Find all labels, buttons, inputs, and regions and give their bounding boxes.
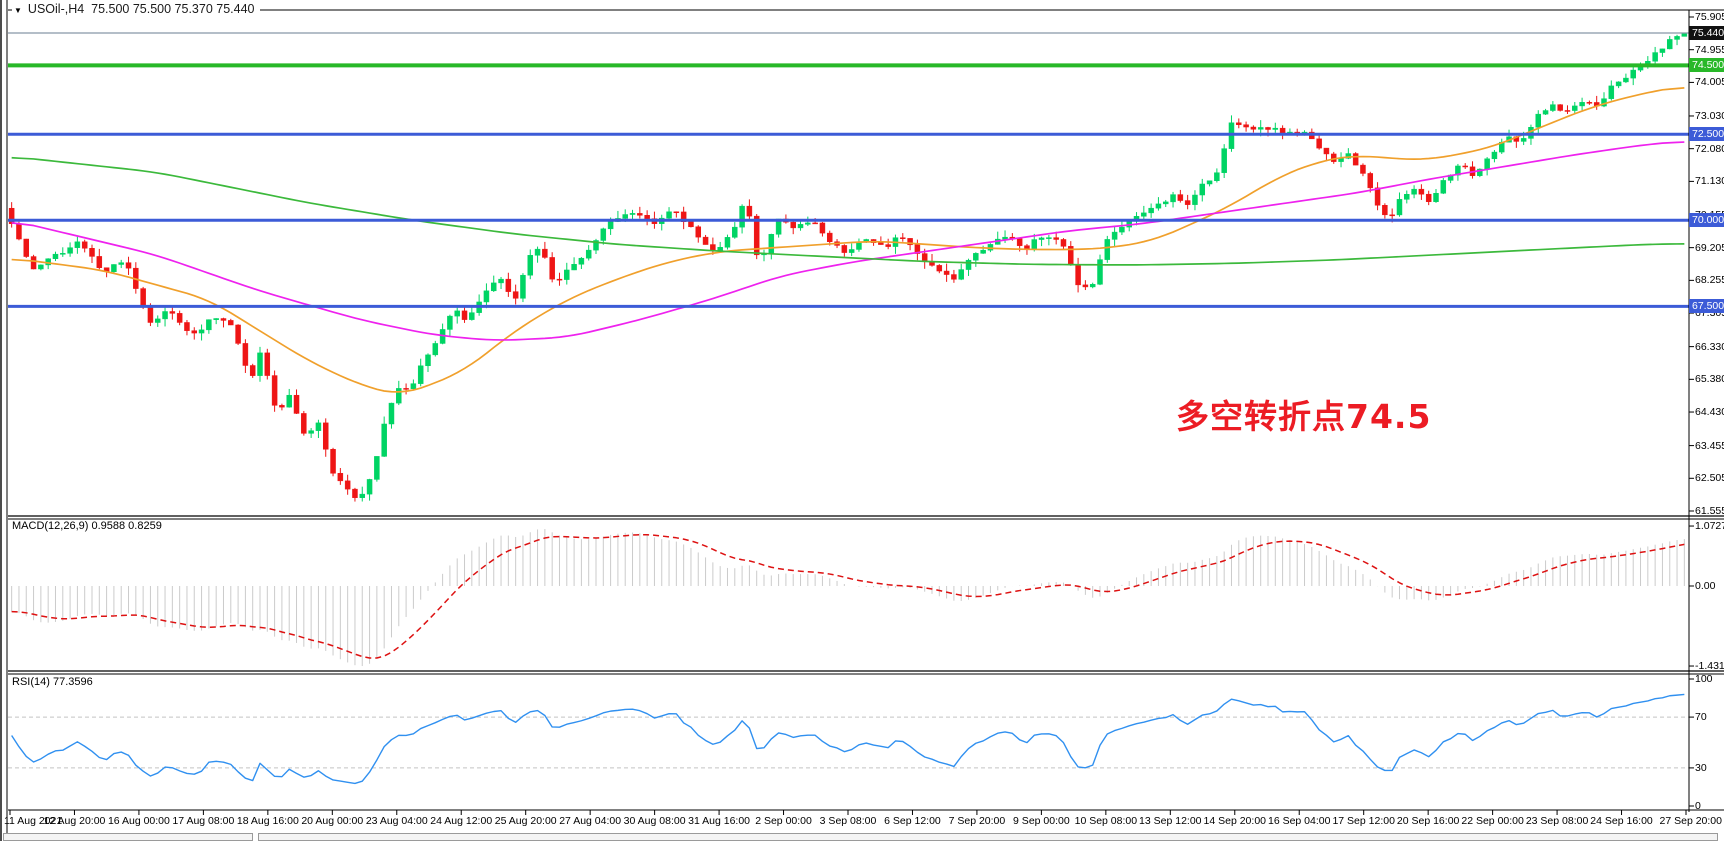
price-axis-label: 64.430 xyxy=(1695,406,1724,419)
time-axis-label: 12 Aug 20:00 xyxy=(43,815,106,827)
time-axis[interactable]: 11 Aug 2021 12 Aug 20:00 16 Aug 00:00 17 Au… xyxy=(0,813,1724,833)
time-axis-label: 22 Sep 00:00 xyxy=(1461,815,1524,827)
time-axis-label: 13 Sep 12:00 xyxy=(1139,815,1202,827)
chart-tab-stub[interactable] xyxy=(258,833,1718,841)
price-axis-label: 63.455 xyxy=(1695,439,1724,452)
macd-axis-label: 0.00 xyxy=(1695,580,1716,592)
price-axis-badge: 75.440 xyxy=(1689,26,1724,40)
time-axis-label: 24 Aug 12:00 xyxy=(430,815,493,827)
price-axis-label: 75.905 xyxy=(1695,11,1724,23)
time-axis-label: 2 Sep 00:00 xyxy=(755,815,812,827)
price-axis-label: 74.005 xyxy=(1695,76,1724,89)
time-axis-label: 20 Sep 16:00 xyxy=(1396,815,1460,827)
symbol-dropdown-icon[interactable]: ▼ xyxy=(14,5,22,15)
chart-title: USOil-,H4 75.500 75.500 75.370 75.440 xyxy=(27,2,255,16)
price-axis-label: 73.030 xyxy=(1695,109,1724,122)
chart-tabs-bar xyxy=(0,833,1724,841)
time-axis-label: 3 Sep 08:00 xyxy=(819,815,877,827)
rsi-axis-label: 100 xyxy=(1695,673,1713,685)
time-axis-label: 10 Sep 08:00 xyxy=(1074,815,1138,827)
panel-splitter-rsi[interactable] xyxy=(0,669,1724,675)
price-axis-badge: 72.500 xyxy=(1689,127,1724,142)
price-axis-label: 65.380 xyxy=(1695,373,1724,386)
time-axis-label: 11 Aug 2021 xyxy=(4,815,63,827)
price-axis-badge: 70.000 xyxy=(1689,213,1724,228)
time-axis-label: 17 Aug 08:00 xyxy=(172,815,235,827)
time-axis-label: 16 Sep 04:00 xyxy=(1267,815,1331,827)
price-axis-label: 74.955 xyxy=(1695,43,1724,56)
price-axis-label: 62.505 xyxy=(1695,472,1724,485)
time-axis-label: 9 Sep 00:00 xyxy=(1013,815,1070,827)
chart-title-bar: ▼ USOil-,H4 75.500 75.500 75.370 75.440 xyxy=(12,2,261,16)
time-axis-label: 30 Aug 08:00 xyxy=(623,815,686,827)
chart-tab-stub[interactable] xyxy=(3,833,253,841)
time-axis-label: 31 Aug 16:00 xyxy=(688,815,751,827)
price-axis-badge: 74.500 xyxy=(1689,58,1724,73)
price-axis-label: 61.555 xyxy=(1695,505,1724,517)
macd-indicator-label: MACD(12,26,9) 0.9588 0.8259 xyxy=(12,520,166,532)
time-axis-label: 24 Sep 16:00 xyxy=(1590,815,1653,827)
price-axis-label: 69.205 xyxy=(1695,241,1724,254)
time-axis-label: 25 Aug 20:00 xyxy=(494,815,557,827)
time-axis-label: 17 Sep 12:00 xyxy=(1332,815,1395,827)
annotation-text[interactable]: 多空转折点74.5 xyxy=(1176,397,1432,436)
price-axis-label: 71.130 xyxy=(1695,175,1724,188)
price-axis-badge: 67.500 xyxy=(1689,299,1724,314)
time-axis-label: 27 Aug 04:00 xyxy=(559,815,622,827)
rsi-axis-label: 30 xyxy=(1695,761,1707,774)
time-axis-label: 14 Sep 20:00 xyxy=(1203,815,1267,827)
rsi-indicator-label: RSI(14) 77.3596 xyxy=(12,676,97,688)
time-axis-label: 16 Aug 00:00 xyxy=(107,815,170,827)
price-axis-label: 66.330 xyxy=(1695,340,1724,353)
time-axis-label: 6 Sep 12:00 xyxy=(884,815,941,827)
time-axis-label: 20 Aug 00:00 xyxy=(301,815,364,827)
time-axis-label: 23 Sep 08:00 xyxy=(1525,815,1589,827)
rsi-axis-label: 0 xyxy=(1695,800,1701,812)
price-axis-label: 72.080 xyxy=(1695,142,1724,155)
price-axis-label: 68.255 xyxy=(1695,274,1724,287)
time-axis-label: 23 Aug 04:00 xyxy=(365,815,428,827)
macd-axis-label: 1.0727 xyxy=(1695,520,1724,533)
macd-axis-label: -1.4316 xyxy=(1695,660,1724,673)
time-axis-label: 7 Sep 20:00 xyxy=(948,815,1006,827)
price-axis[interactable]: 75.90574.95574.00573.03072.08071.13070.1… xyxy=(1689,0,1724,841)
time-axis-label: 18 Aug 16:00 xyxy=(236,815,299,827)
time-axis-label: 27 Sep 20:00 xyxy=(1659,815,1722,827)
rsi-axis-label: 70 xyxy=(1695,711,1707,724)
panel-splitter-macd[interactable] xyxy=(0,514,1724,520)
